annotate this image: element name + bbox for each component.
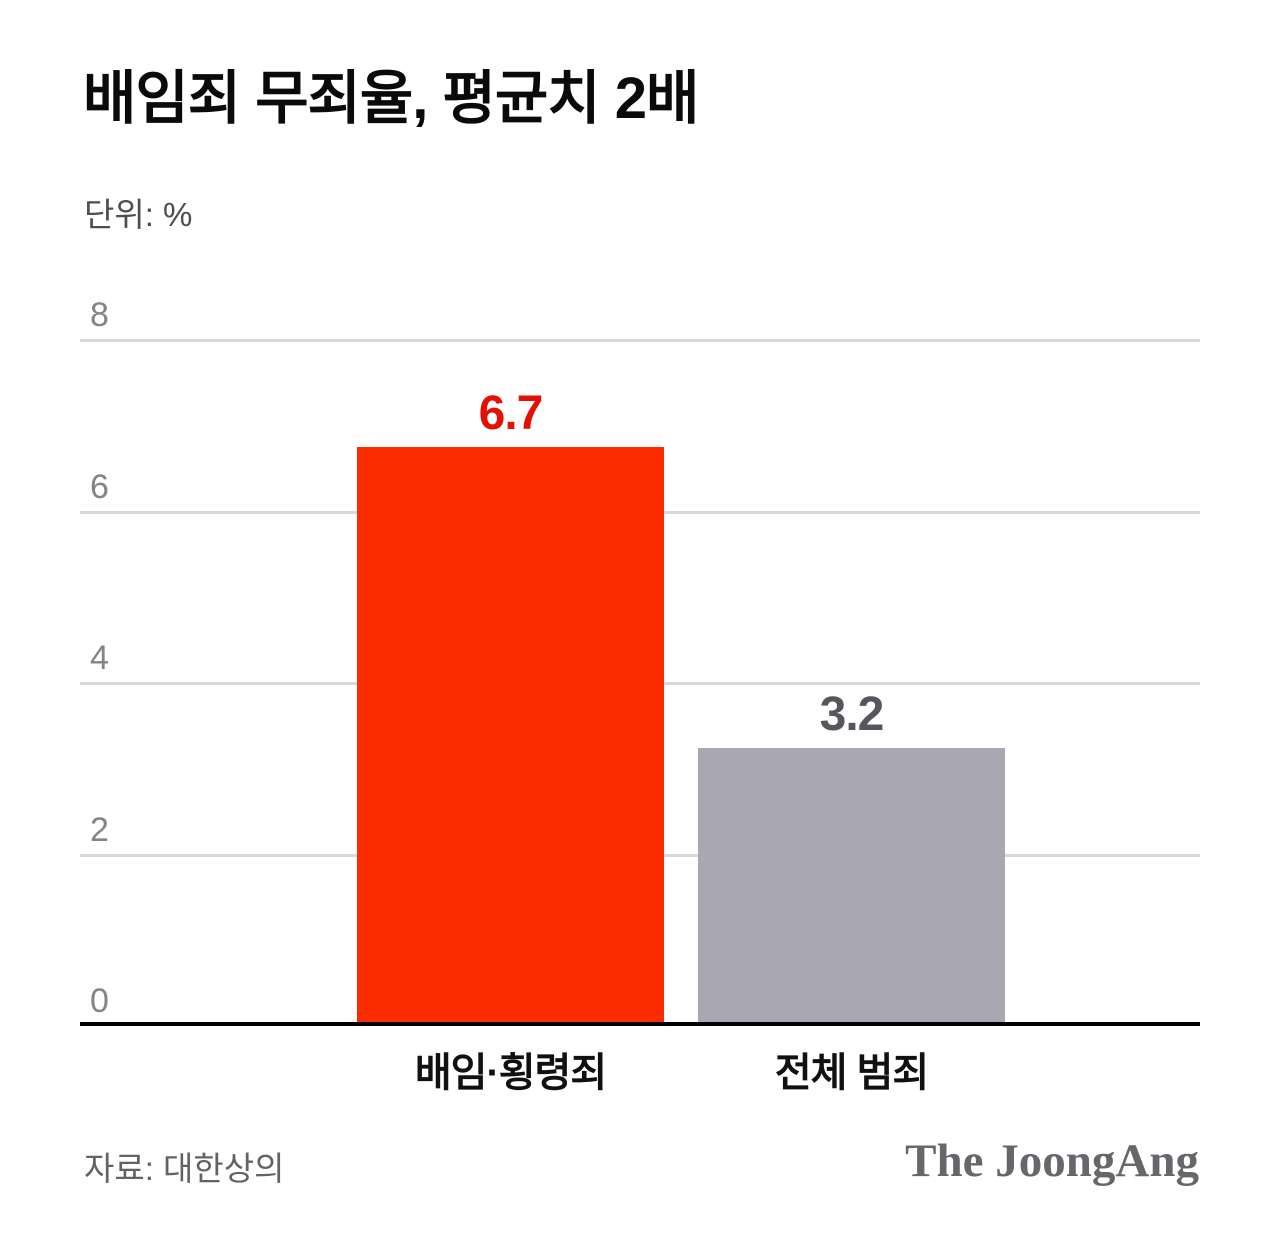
y-axis-tick-label: 8 — [90, 296, 109, 334]
bar-value-label: 6.7 — [478, 387, 544, 440]
y-axis-tick-label: 6 — [90, 467, 109, 506]
category-label: 배임·횡령죄 — [414, 1051, 607, 1095]
y-axis-tick-label: 0 — [90, 982, 109, 1020]
source-label: 자료: 대한상의 — [84, 1150, 285, 1187]
plot-area: 8 6 4 2 0 6.7 배임·횡령죄 3.2 전체 범죄 — [80, 296, 1200, 1095]
y-axis-tick-label: 2 — [90, 810, 109, 849]
bar-1 — [698, 748, 1005, 1022]
x-axis-line — [80, 1022, 1200, 1026]
y-axis-tick-label: 4 — [90, 639, 109, 677]
joongang-logo: The JoongAng — [905, 1135, 1199, 1187]
bar-0 — [357, 447, 664, 1022]
unit-label: 단위: % — [84, 196, 193, 233]
chart-title: 배임죄 무죄율, 평균치 2배 — [83, 66, 699, 131]
gridline — [80, 339, 1200, 342]
category-label: 전체 범죄 — [774, 1051, 929, 1095]
bar-value-label: 3.2 — [819, 688, 885, 741]
